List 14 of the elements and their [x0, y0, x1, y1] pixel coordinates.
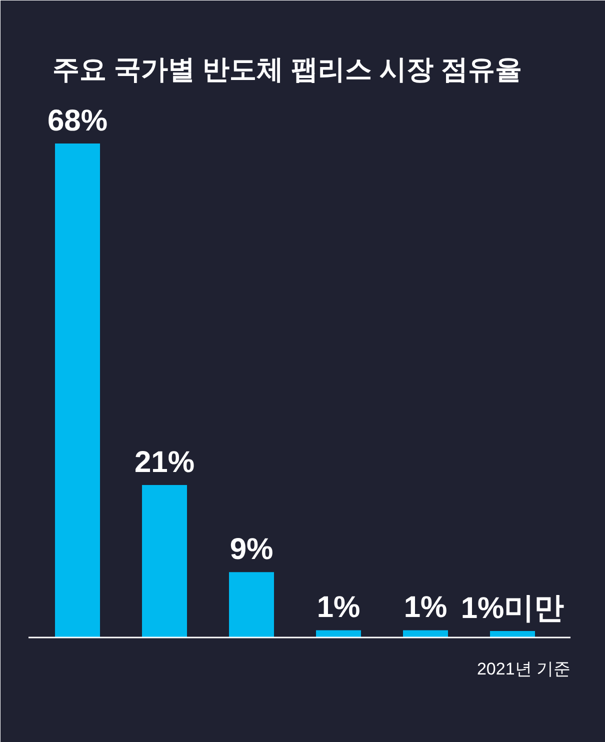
bar — [55, 144, 100, 638]
data-label: 1% — [316, 591, 360, 624]
bar — [229, 572, 274, 638]
data-label: 68% — [47, 104, 108, 138]
chart-title: 주요 국가별 반도체 팹리스 시장 점유율 — [52, 54, 522, 84]
bar — [403, 630, 448, 638]
text: 2021년 기준 — [476, 660, 571, 678]
data-label: 21% — [134, 446, 195, 479]
bar — [316, 630, 361, 638]
bar — [142, 484, 187, 638]
bar — [490, 630, 535, 638]
data-label: 9% — [230, 533, 274, 566]
data-label: 1%미만 — [460, 592, 564, 625]
data-label: 1% — [404, 591, 448, 624]
